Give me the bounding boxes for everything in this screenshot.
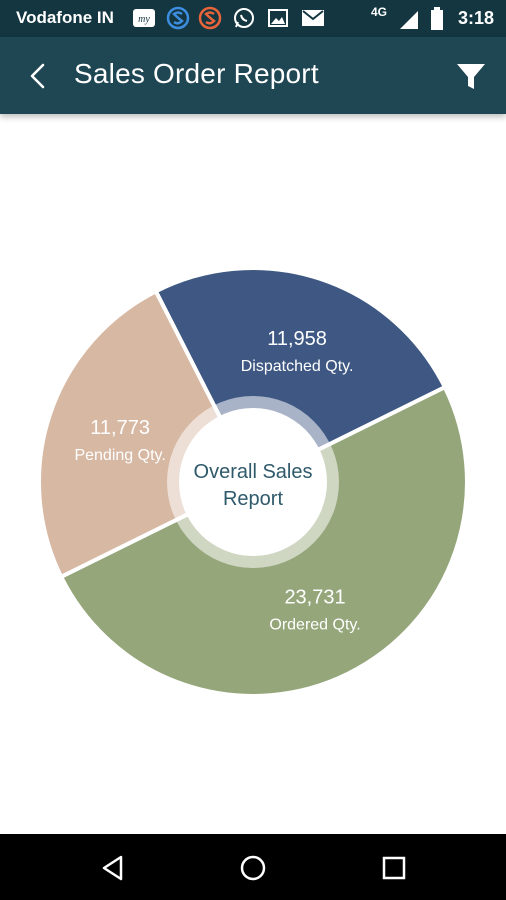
sales-donut-chart: Overall Sales Report 11,958 Dispatched Qt… [0, 114, 506, 834]
center-label-line1: Overall Sales [194, 461, 313, 483]
page-title: Sales Order Report [74, 58, 319, 89]
s-app-orange-icon [198, 6, 222, 30]
slice-value-dispatched-qty: 11,958 [267, 328, 327, 350]
s-app-blue-icon [166, 6, 190, 30]
whatsapp-icon [234, 8, 254, 28]
back-triangle-icon[interactable] [97, 852, 129, 884]
network-type: 4G [371, 5, 388, 19]
recents-square-icon[interactable] [378, 852, 410, 884]
slice-value-ordered-qty: 23,731 [284, 587, 345, 609]
slice-label-pending-qty: Pending Qty. [74, 447, 165, 464]
battery-icon [431, 7, 443, 30]
gmail-icon [302, 10, 324, 26]
gallery-icon [268, 9, 288, 27]
slice-label-dispatched-qty: Dispatched Qty. [241, 358, 354, 375]
pie-chart-svg: Overall Sales Report 11,958 Dispatched Qt… [37, 266, 469, 698]
chevron-left-icon[interactable] [22, 59, 56, 93]
clock: 3:18 [457, 8, 494, 28]
home-circle-icon[interactable] [237, 852, 269, 884]
signal-icon [400, 11, 418, 29]
app-bar: Sales Order Report [0, 37, 506, 114]
center-label-line2: Report [223, 488, 283, 510]
status-bar: Vodafone IN my 4G 3:18 [0, 0, 506, 37]
carrier-name: Vodafone IN [16, 8, 114, 27]
slice-label-ordered-qty: Ordered Qty. [269, 617, 360, 634]
my-vodafone-icon: my [133, 9, 155, 27]
filter-icon[interactable] [454, 59, 488, 93]
slice-value-pending-qty: 11,773 [90, 417, 150, 439]
svg-text:my: my [138, 14, 150, 25]
navigation-bar [0, 834, 506, 900]
center-hole [179, 408, 327, 556]
